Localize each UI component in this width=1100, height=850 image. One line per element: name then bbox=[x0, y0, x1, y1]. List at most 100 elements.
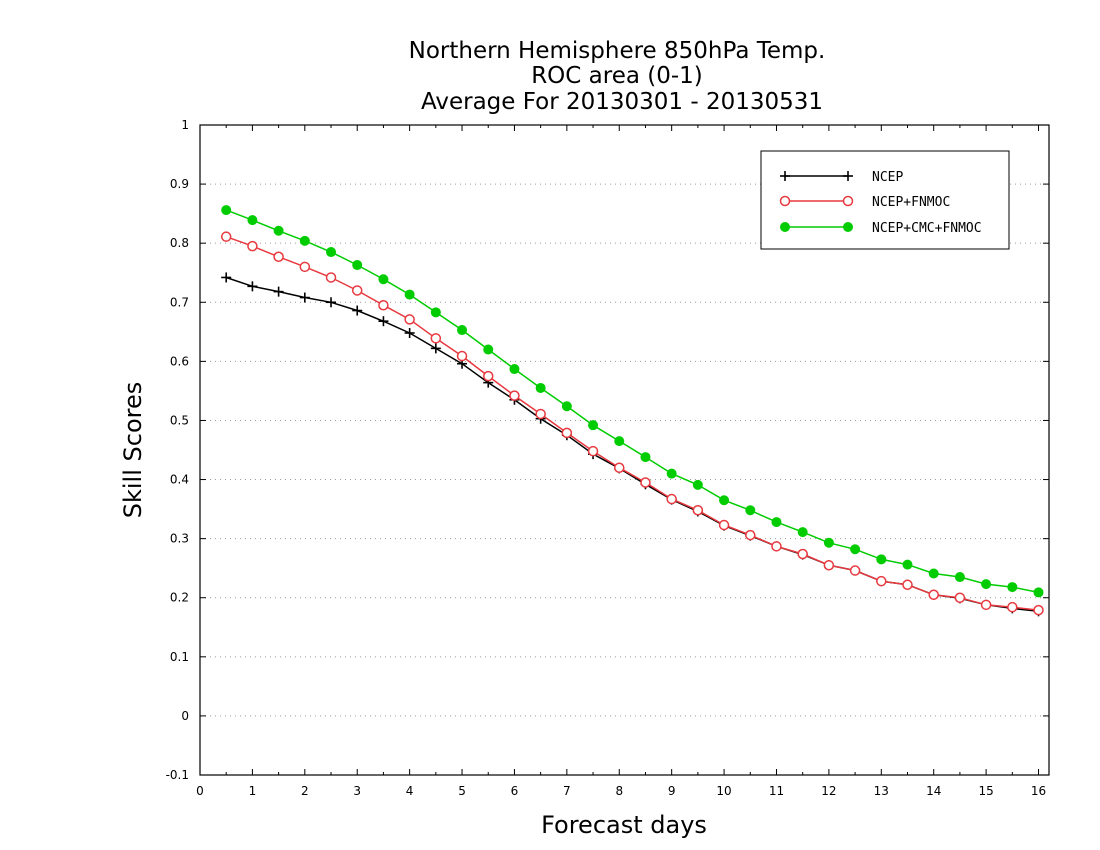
data-point bbox=[614, 436, 625, 447]
data-point bbox=[640, 452, 651, 463]
chart-title-line-3: Average For 20130301 - 20130531 bbox=[421, 89, 823, 115]
x-tick-label: 10 bbox=[716, 784, 731, 798]
data-point bbox=[430, 307, 441, 318]
data-point bbox=[718, 519, 730, 531]
data-point bbox=[378, 316, 389, 327]
data-point bbox=[745, 529, 756, 541]
y-axis-label: Skill Scores bbox=[119, 382, 147, 519]
y-tick-label: 0.7 bbox=[170, 295, 189, 309]
y-tick-label: 1 bbox=[181, 118, 189, 132]
data-point bbox=[561, 401, 572, 412]
data-point bbox=[666, 493, 677, 505]
legend-label: NCEP bbox=[872, 170, 903, 185]
x-tick-label: 9 bbox=[668, 784, 676, 798]
data-point bbox=[404, 289, 415, 300]
data-point bbox=[1007, 601, 1018, 613]
data-point bbox=[1007, 582, 1018, 593]
data-point bbox=[692, 505, 704, 516]
data-point bbox=[1033, 587, 1044, 598]
data-point bbox=[273, 286, 284, 297]
data-point bbox=[430, 333, 442, 344]
data-point bbox=[849, 565, 861, 576]
data-point bbox=[876, 554, 887, 565]
data-point bbox=[247, 240, 258, 252]
x-tick-label: 1 bbox=[249, 784, 257, 798]
data-point bbox=[220, 231, 232, 242]
data-point bbox=[692, 479, 703, 490]
data-point bbox=[221, 272, 232, 283]
legend-marker-end bbox=[842, 195, 854, 207]
y-tick-label: 0.5 bbox=[170, 413, 189, 427]
data-point bbox=[980, 599, 992, 611]
data-point bbox=[1033, 604, 1044, 616]
x-tick-label: 16 bbox=[1031, 784, 1046, 798]
series-0 bbox=[221, 272, 1044, 617]
legend-item-2: NCEP+CMC+FNMOC bbox=[780, 221, 982, 236]
data-point bbox=[902, 579, 913, 590]
x-tick-label: 12 bbox=[821, 784, 836, 798]
data-point bbox=[981, 579, 992, 590]
data-point bbox=[457, 325, 468, 336]
legend-marker-start bbox=[779, 195, 791, 207]
y-tick-label: 0.1 bbox=[170, 650, 189, 664]
legend-marker-end bbox=[843, 171, 853, 181]
data-point bbox=[850, 544, 861, 555]
data-point bbox=[954, 592, 966, 603]
legend-marker-start bbox=[780, 171, 790, 181]
data-point bbox=[299, 235, 310, 246]
data-point bbox=[247, 215, 258, 226]
y-tick-label: 0.8 bbox=[170, 236, 189, 250]
x-tick-label: 5 bbox=[458, 784, 466, 798]
y-tick-label: 0.6 bbox=[170, 354, 189, 368]
x-tick-label: 3 bbox=[353, 784, 361, 798]
data-point bbox=[614, 462, 625, 473]
data-point bbox=[719, 495, 730, 506]
legend-box bbox=[760, 150, 1010, 250]
series-line bbox=[225, 235, 1039, 611]
data-point bbox=[954, 572, 965, 583]
data-point bbox=[640, 477, 651, 488]
data-point bbox=[928, 568, 939, 579]
data-point bbox=[221, 205, 232, 216]
data-point bbox=[823, 537, 834, 548]
legend: NCEP NCEP+FNMOC NCEP+CMC+FNMOC bbox=[760, 150, 1010, 250]
data-point bbox=[745, 505, 756, 516]
legend-item-0: NCEP bbox=[780, 170, 903, 185]
x-tick-label: 14 bbox=[926, 784, 941, 798]
x-tick-label: 15 bbox=[978, 784, 993, 798]
x-tick-label: 2 bbox=[301, 784, 309, 798]
data-point bbox=[771, 517, 782, 528]
x-axis-label: Forecast days bbox=[541, 811, 707, 839]
data-point bbox=[771, 541, 782, 552]
x-tick-label: 13 bbox=[874, 784, 889, 798]
ticks-layer: -0.100.10.20.30.40.50.60.70.80.910 1 2 3 4 5 6… bbox=[166, 118, 1049, 798]
data-point bbox=[876, 575, 887, 587]
data-point bbox=[326, 297, 337, 308]
series-2 bbox=[221, 205, 1044, 598]
data-point bbox=[299, 261, 311, 273]
x-tick-label: 6 bbox=[511, 784, 519, 798]
data-point bbox=[797, 527, 808, 538]
data-point bbox=[404, 314, 415, 325]
y-tick-label: 0 bbox=[181, 709, 189, 723]
data-point bbox=[797, 548, 808, 560]
legend-item-1: NCEP+FNMOC bbox=[779, 195, 950, 210]
y-tick-label: 0.9 bbox=[170, 177, 189, 191]
data-point bbox=[273, 251, 284, 263]
data-point bbox=[404, 328, 415, 338]
legend-marker-end bbox=[843, 222, 853, 232]
y-tick-label: -0.1 bbox=[166, 768, 189, 782]
x-tick-label: 11 bbox=[769, 784, 784, 798]
data-point bbox=[666, 468, 677, 479]
data-point bbox=[273, 225, 284, 236]
series-1 bbox=[220, 231, 1044, 616]
data-point bbox=[430, 343, 441, 354]
legend-label: NCEP+FNMOC bbox=[872, 195, 950, 210]
data-point bbox=[561, 427, 573, 439]
data-point bbox=[483, 344, 494, 355]
data-point bbox=[352, 305, 363, 316]
x-tick-label: 0 bbox=[196, 784, 204, 798]
legend-label: NCEP+CMC+FNMOC bbox=[872, 221, 982, 236]
x-tick-label: 4 bbox=[406, 784, 414, 798]
